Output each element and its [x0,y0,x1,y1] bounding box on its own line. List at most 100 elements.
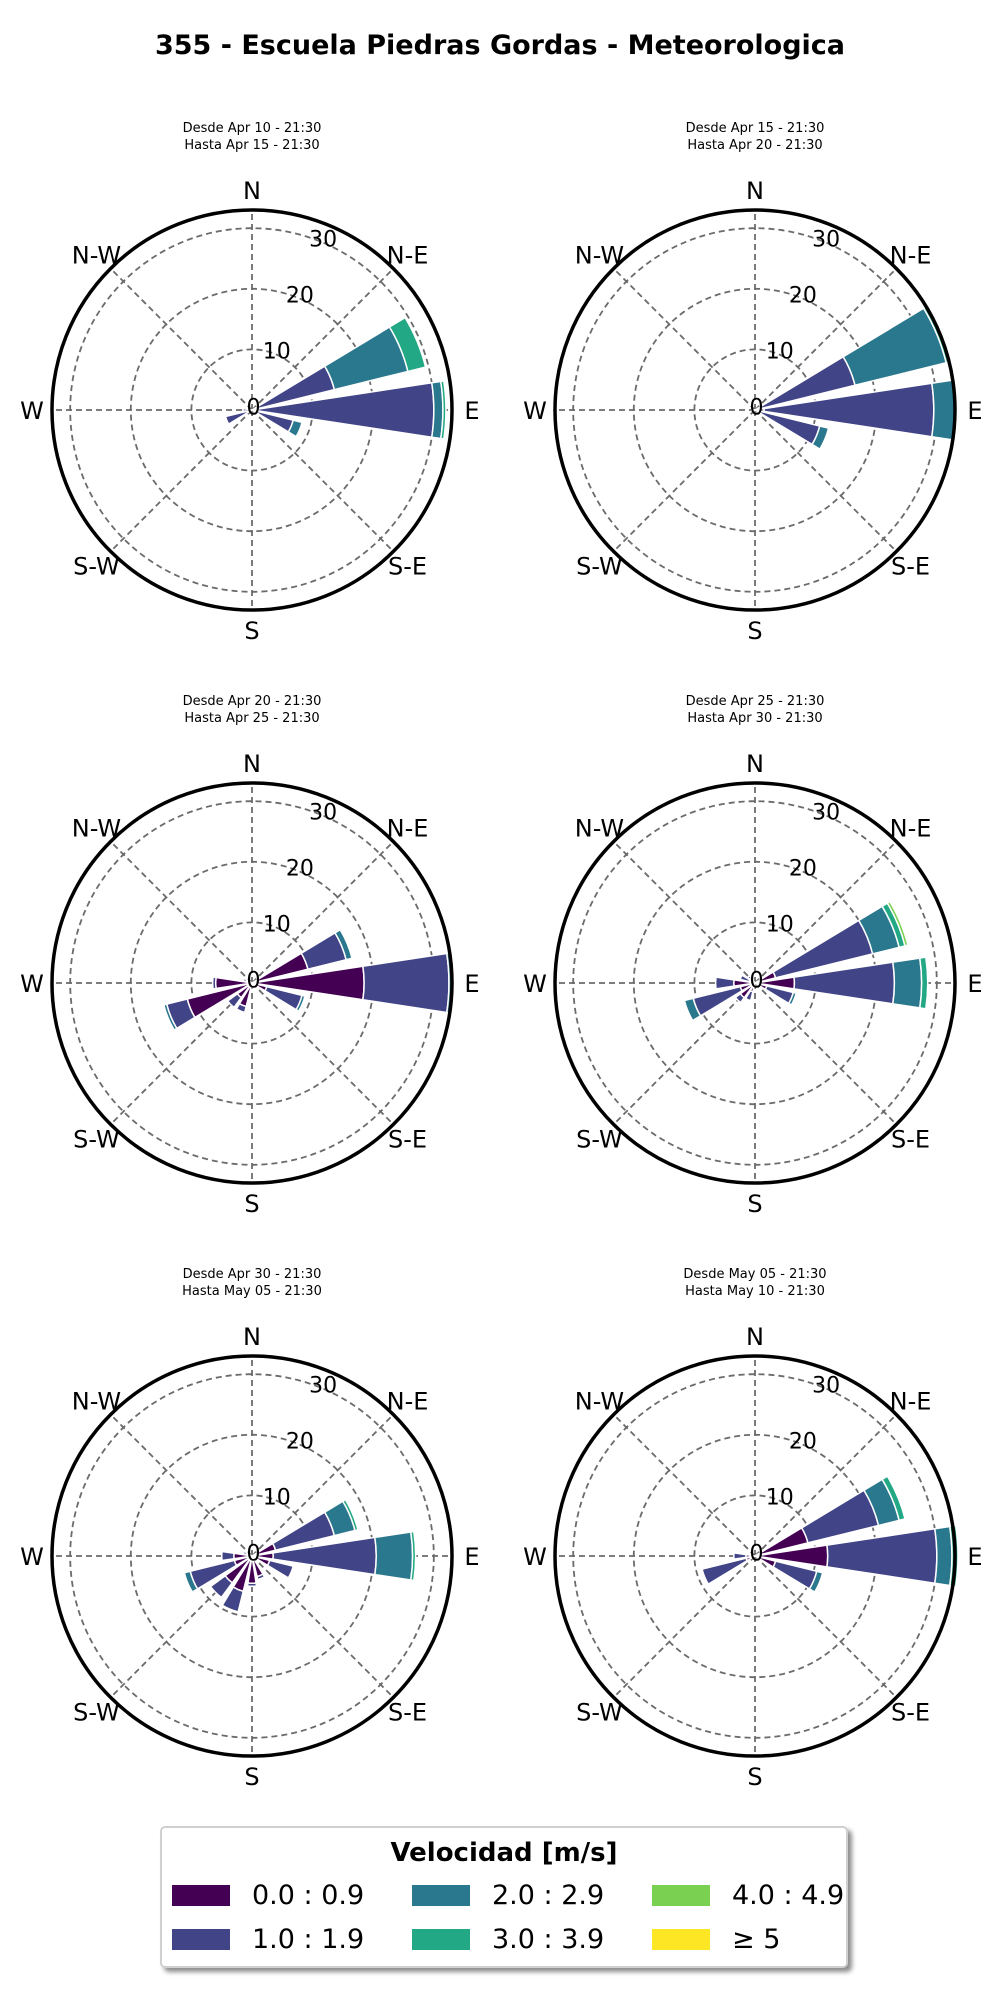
grid-spoke [612,982,756,1126]
windrose-subtitle: Hasta Apr 30 - 21:30 [687,711,822,726]
radial-tick-label: 30 [309,1373,337,1398]
direction-label: W [20,970,44,998]
radial-tick-label: 20 [286,856,314,881]
grid-spoke [251,982,395,1126]
windrose-bar [692,985,744,1017]
windrose-frame [50,208,454,612]
direction-label: S-E [388,1126,427,1154]
grid-spoke [109,1413,253,1557]
radial-tick-label: 20 [789,1429,817,1454]
windrose-frame [50,781,454,1185]
grid-spoke [109,267,253,411]
grid-spoke [754,267,898,411]
windrose-bar [211,976,217,990]
windrose-bar [751,408,756,412]
radial-tick-label: 20 [789,283,817,308]
grid-spoke [251,1555,395,1699]
direction-label: E [967,1543,982,1571]
grid-spoke [251,267,395,411]
direction-label: S [244,617,259,645]
grid-spoke [754,982,898,1126]
radial-tick-label: 30 [812,227,840,252]
grid-spoke [612,1413,756,1557]
windrose-bar [734,992,746,1004]
windrose-bar [826,1527,938,1585]
radial-tick-label: 10 [263,912,291,937]
windrose-bar [341,1498,359,1532]
legend-item: 4.0 : 4.9 [652,1880,844,1911]
legend-label: ≥ 5 [732,1924,781,1955]
windrose-bar [256,1573,266,1581]
direction-label: W [20,1543,44,1571]
direction-label: E [464,1543,479,1571]
direction-label: N-E [890,241,932,269]
radial-tick-label: 30 [812,1373,840,1398]
windrose-bar [733,1551,747,1561]
windrose-subtitle: Desde Apr 30 - 21:30 [183,1267,322,1282]
grid-spoke [251,840,395,984]
grid-spoke [251,1413,395,1557]
direction-label: N [243,750,261,778]
grid-spoke [612,1555,756,1699]
radial-tick-label: 30 [309,800,337,825]
windrose-bar [287,419,303,438]
direction-label: N-E [890,814,932,842]
legend-label: 1.0 : 1.9 [252,1924,365,1955]
legend-swatch [412,1885,470,1906]
windrose-bar [739,974,751,983]
legend-label: 2.0 : 2.9 [492,1880,605,1911]
direction-label: E [967,970,982,998]
windrose-bar [714,976,735,990]
windrose-bar [918,956,929,1010]
windrose-bar [439,380,447,440]
direction-label: N-E [890,1387,932,1415]
legend: Velocidad [m/s] 0.0 : 0.9 1.0 : 1.9 2.0 : … [160,1826,848,1968]
windrose-bar [251,965,365,1001]
direction-label: N-E [387,241,429,269]
radial-tick-label: 20 [286,1429,314,1454]
windrose-bar [683,997,702,1022]
legend-item: 1.0 : 1.9 [172,1924,364,1955]
radial-tick-label: 10 [766,339,794,364]
legend-item: 0.0 : 0.9 [172,1880,364,1911]
windrose-subtitle: Desde Apr 15 - 21:30 [686,121,825,136]
windrose-bar [246,1582,258,1588]
windrose-bar [266,1559,295,1579]
windrose-bar [409,1530,417,1582]
radial-tick-label: 30 [309,227,337,252]
windrose-subtitle: Desde May 05 - 21:30 [683,1267,826,1282]
legend-title: Velocidad [m/s] [390,1838,618,1868]
direction-label: S-E [891,553,930,581]
windrose-bar [362,952,450,1014]
windrose-bar [886,900,909,947]
windrose-bar [209,1574,234,1599]
radial-tick-label: 10 [263,1485,291,1510]
windrose-bar [746,974,753,981]
radial-tick-label: 10 [263,339,291,364]
grid-spoke [754,1413,898,1557]
windrose-bar [242,1550,248,1556]
windrose-5: Desde Apr 30 - 21:30 Hasta May 05 - 21:30… [20,1267,479,1791]
direction-label: N [746,1323,764,1351]
windrose-bar [701,1557,749,1586]
direction-label: S-E [388,1699,427,1727]
direction-label: S-E [891,1699,930,1727]
radial-tick-label: 0 [247,1541,261,1566]
direction-label: S-W [73,1699,120,1727]
radial-tick-label: 0 [247,395,261,420]
direction-label: W [20,397,44,425]
legend-item: ≥ 5 [652,1924,780,1955]
grid-spoke [251,409,395,553]
legend-swatch [172,1885,230,1906]
direction-label: S [244,1763,259,1791]
windrose-bar [754,1544,829,1568]
direction-label: N-W [575,241,624,269]
windrose-subtitle: Hasta Apr 25 - 21:30 [184,711,319,726]
radial-tick-label: 10 [766,912,794,937]
windrose-1: Desde Apr 10 - 21:30 Hasta Apr 15 - 21:30… [20,121,479,645]
direction-label: N-E [387,1387,429,1415]
direction-label: S [747,617,762,645]
direction-label: W [523,397,547,425]
radial-tick-label: 30 [812,800,840,825]
direction-label: S-W [576,553,623,581]
